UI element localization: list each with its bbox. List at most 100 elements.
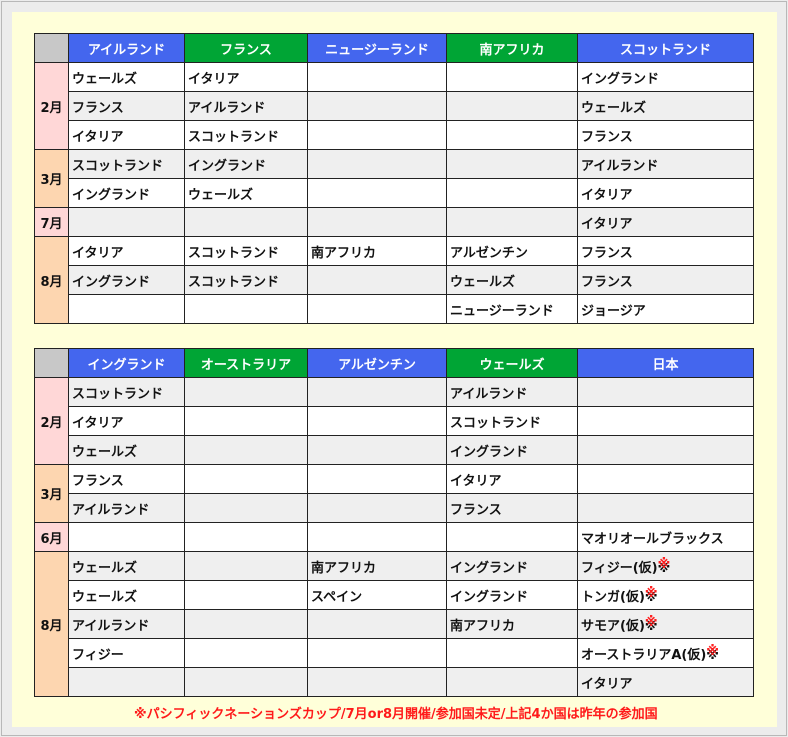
match-cell[interactable]: ウェールズ (184, 178, 308, 208)
match-cell[interactable]: フランス (577, 120, 754, 150)
match-cell[interactable]: イングランド (446, 551, 578, 581)
match-cell[interactable]: アイルランド (184, 91, 308, 121)
match-cell[interactable]: イタリア (577, 207, 754, 237)
match-cell[interactable]: ジョージア (577, 294, 754, 324)
match-cell[interactable]: イングランド (184, 149, 308, 179)
match-cell[interactable]: スコットランド (68, 149, 185, 179)
match-cell[interactable]: アルゼンチン (446, 236, 578, 266)
match-cell[interactable]: イタリア (68, 406, 185, 436)
match-cell[interactable]: イングランド (68, 265, 185, 295)
match-cell[interactable]: イングランド (577, 62, 754, 92)
match-cell[interactable] (307, 464, 447, 494)
match-cell[interactable] (307, 609, 447, 639)
match-cell[interactable]: サモア(仮)※ (577, 609, 754, 639)
match-cell[interactable]: トンガ(仮)※ (577, 580, 754, 610)
match-cell[interactable]: イタリア (68, 120, 185, 150)
match-cell[interactable] (184, 551, 308, 581)
match-cell[interactable] (307, 638, 447, 668)
match-cell[interactable] (68, 207, 185, 237)
match-cell[interactable]: フランス (577, 236, 754, 266)
match-cell[interactable] (307, 120, 447, 150)
match-cell[interactable]: フランス (446, 493, 578, 523)
match-cell[interactable]: アイルランド (68, 609, 185, 639)
match-cell[interactable]: マオリオールブラックス (577, 522, 754, 552)
match-cell[interactable]: アイルランド (68, 493, 185, 523)
match-cell[interactable]: スペイン (307, 580, 447, 610)
match-cell[interactable] (68, 294, 185, 324)
match-cell[interactable] (184, 638, 308, 668)
match-cell[interactable] (577, 377, 754, 407)
match-cell[interactable]: スコットランド (184, 236, 308, 266)
match-cell[interactable]: 南アフリカ (446, 609, 578, 639)
match-cell[interactable]: フィジー (68, 638, 185, 668)
match-cell[interactable] (307, 406, 447, 436)
match-cell[interactable] (446, 638, 578, 668)
match-cell[interactable] (184, 435, 308, 465)
match-cell[interactable]: スコットランド (184, 120, 308, 150)
match-cell[interactable]: フランス (68, 91, 185, 121)
match-cell[interactable]: フィジー(仮)※ (577, 551, 754, 581)
match-cell[interactable] (446, 62, 578, 92)
match-cell[interactable] (307, 178, 447, 208)
match-cell[interactable] (307, 377, 447, 407)
match-cell[interactable]: ニュージーランド (446, 294, 578, 324)
match-cell[interactable] (446, 178, 578, 208)
match-cell[interactable]: スコットランド (184, 265, 308, 295)
match-cell[interactable] (184, 609, 308, 639)
match-cell[interactable]: アイルランド (446, 377, 578, 407)
match-cell[interactable]: オーストラリアA(仮)※ (577, 638, 754, 668)
match-cell[interactable] (307, 62, 447, 92)
match-cell[interactable] (446, 667, 578, 697)
match-cell[interactable] (307, 265, 447, 295)
match-cell[interactable]: イングランド (446, 435, 578, 465)
match-cell[interactable] (307, 435, 447, 465)
match-cell[interactable] (446, 149, 578, 179)
match-cell[interactable] (446, 120, 578, 150)
match-cell[interactable] (307, 667, 447, 697)
match-cell[interactable] (577, 464, 754, 494)
match-cell[interactable] (68, 522, 185, 552)
match-cell[interactable] (577, 406, 754, 436)
match-cell[interactable] (577, 435, 754, 465)
match-cell[interactable] (184, 667, 308, 697)
match-cell[interactable] (184, 493, 308, 523)
match-cell[interactable] (68, 667, 185, 697)
match-cell[interactable]: ウェールズ (68, 62, 185, 92)
match-cell[interactable] (307, 294, 447, 324)
match-cell[interactable]: フランス (577, 265, 754, 295)
match-cell[interactable]: ウェールズ (68, 435, 185, 465)
match-cell[interactable]: イタリア (577, 178, 754, 208)
match-cell[interactable] (577, 493, 754, 523)
match-cell[interactable]: 南アフリカ (307, 236, 447, 266)
match-cell[interactable]: 南アフリカ (307, 551, 447, 581)
match-cell[interactable]: ウェールズ (446, 265, 578, 295)
match-cell[interactable]: イタリア (184, 62, 308, 92)
match-cell[interactable] (446, 91, 578, 121)
match-cell[interactable] (446, 522, 578, 552)
match-cell[interactable]: ウェールズ (577, 91, 754, 121)
match-cell[interactable] (184, 522, 308, 552)
match-cell[interactable]: フランス (68, 464, 185, 494)
match-cell[interactable]: スコットランド (446, 406, 578, 436)
match-cell[interactable]: ウェールズ (68, 551, 185, 581)
match-cell[interactable]: イタリア (446, 464, 578, 494)
match-cell[interactable] (307, 493, 447, 523)
match-cell[interactable] (307, 91, 447, 121)
match-cell[interactable]: スコットランド (68, 377, 185, 407)
match-cell[interactable] (307, 207, 447, 237)
match-cell[interactable] (307, 522, 447, 552)
match-cell[interactable]: アイルランド (577, 149, 754, 179)
match-cell[interactable] (184, 377, 308, 407)
match-cell[interactable] (184, 207, 308, 237)
match-cell[interactable]: イタリア (68, 236, 185, 266)
match-cell[interactable] (307, 149, 447, 179)
match-cell[interactable] (184, 464, 308, 494)
match-cell[interactable] (446, 207, 578, 237)
match-cell[interactable]: イングランド (446, 580, 578, 610)
match-cell[interactable] (184, 294, 308, 324)
match-cell[interactable] (184, 580, 308, 610)
match-cell[interactable]: ウェールズ (68, 580, 185, 610)
match-cell[interactable]: イングランド (68, 178, 185, 208)
match-cell[interactable]: イタリア (577, 667, 754, 697)
match-cell[interactable] (184, 406, 308, 436)
